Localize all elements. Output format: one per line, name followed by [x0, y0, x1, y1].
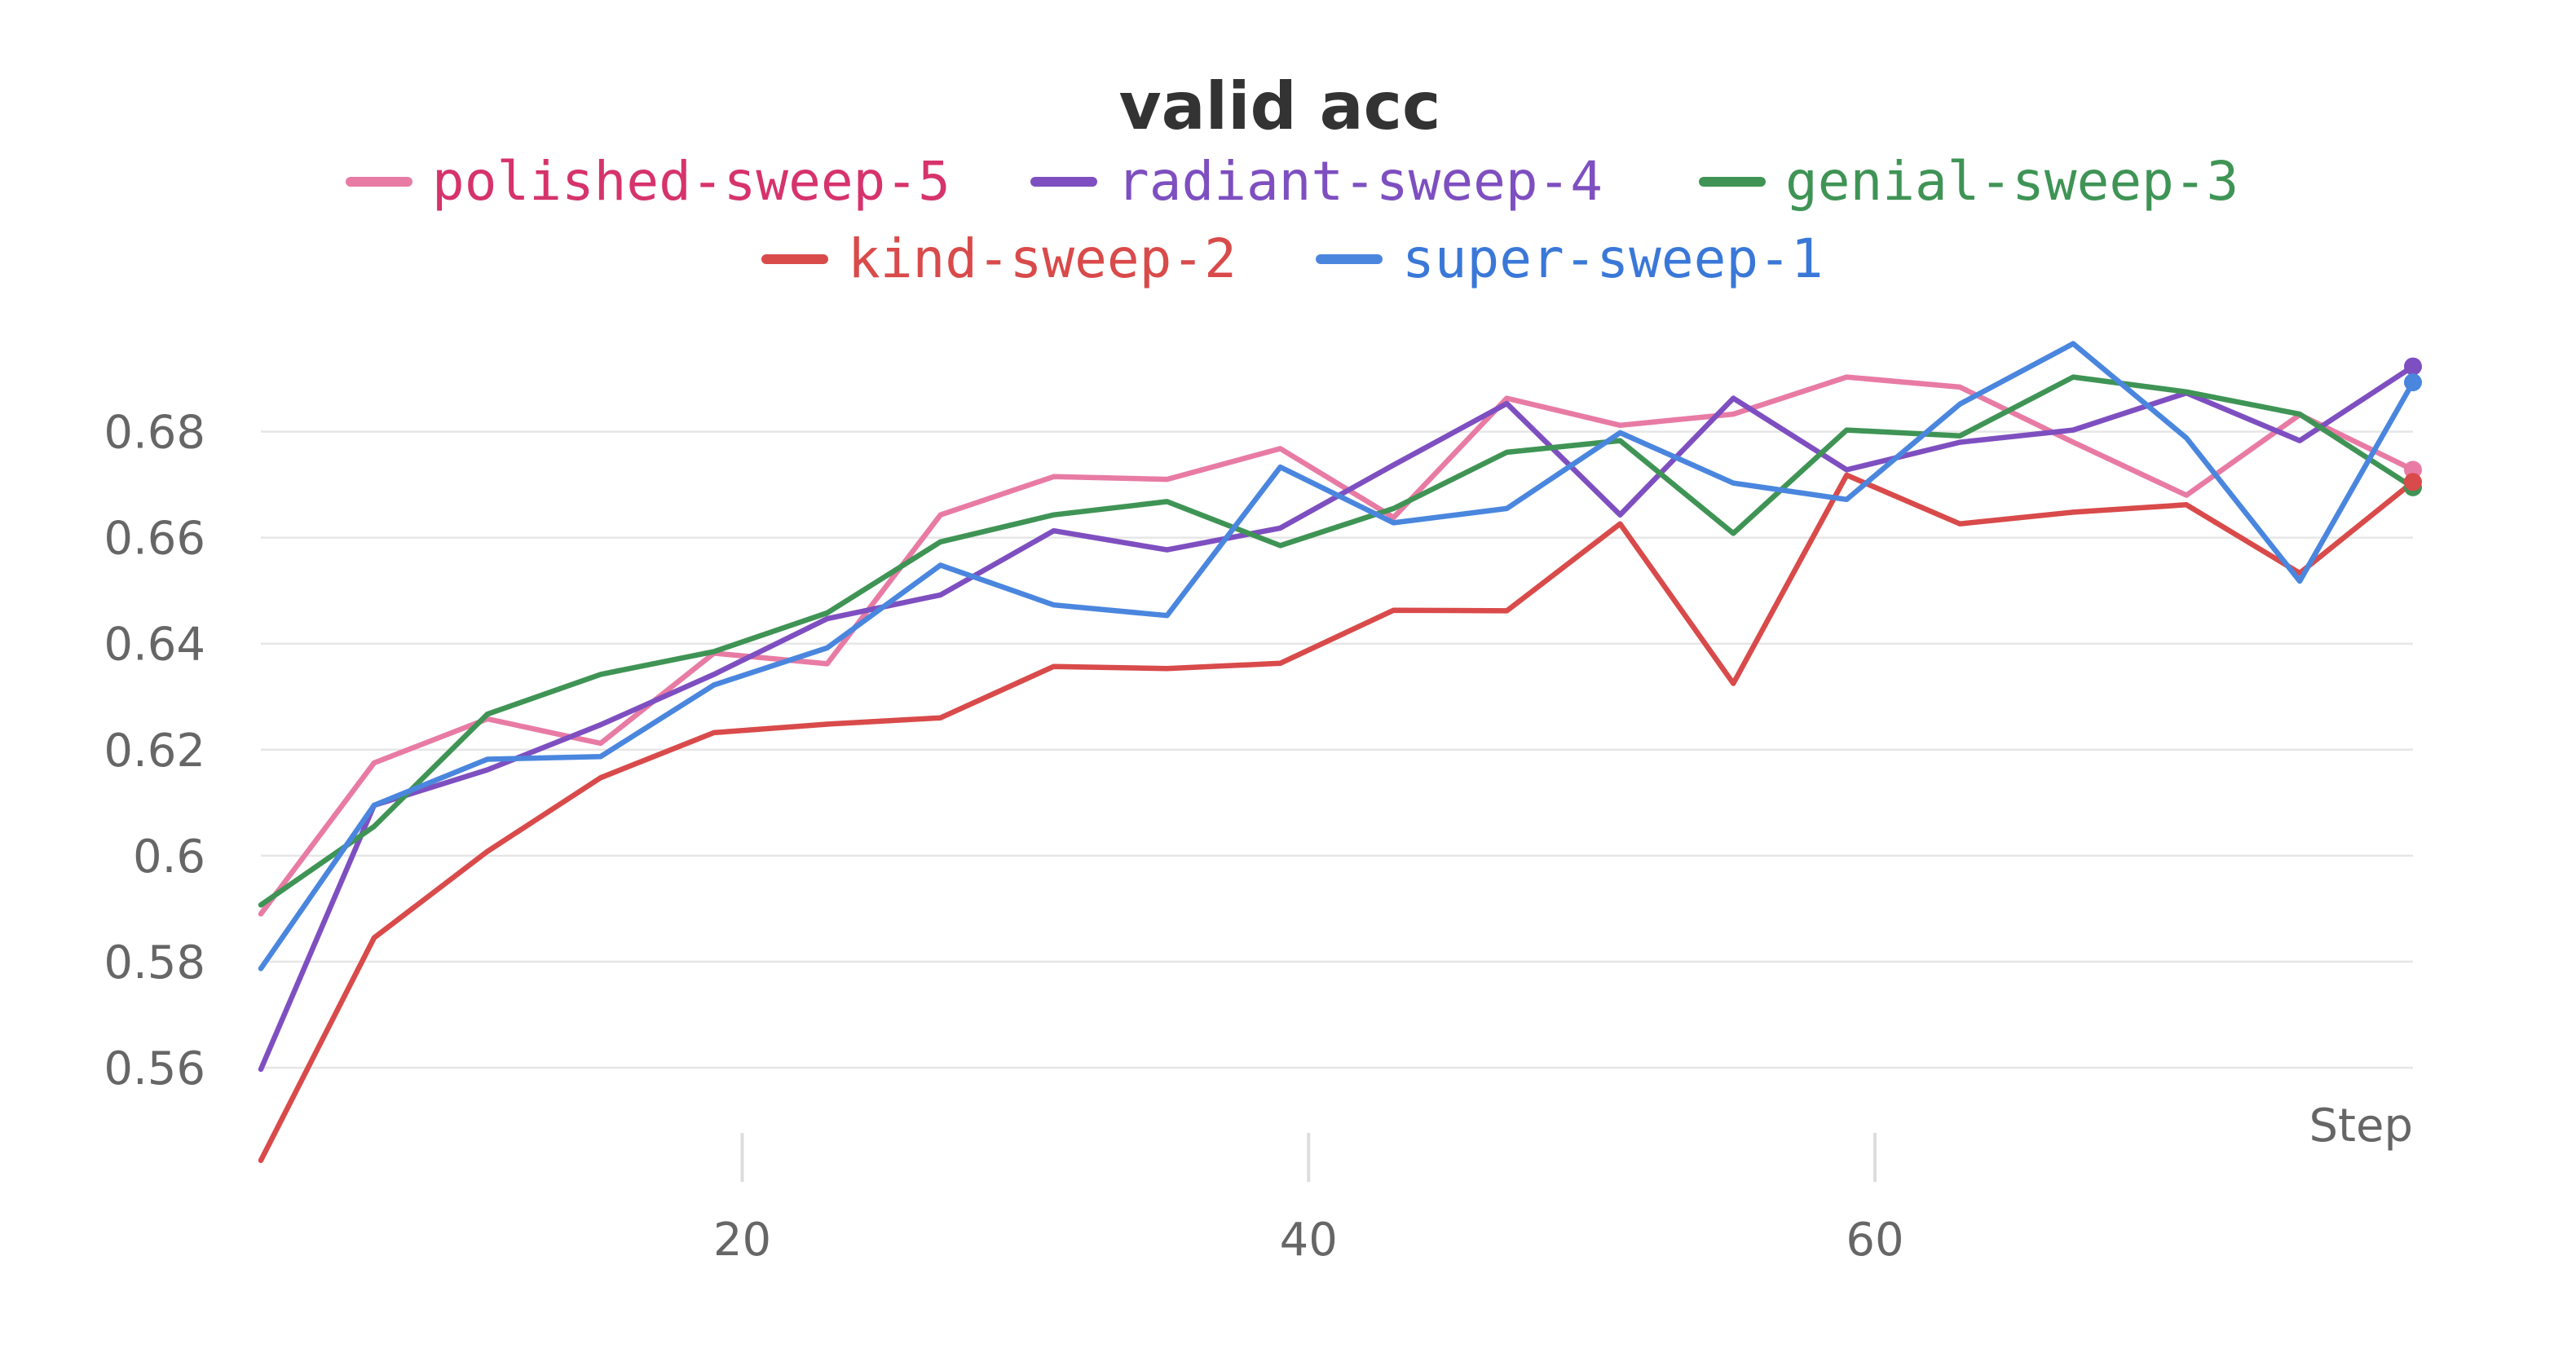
y-tick-label: 0.56	[104, 1042, 205, 1095]
y-tick-label: 0.62	[104, 725, 205, 778]
series-end-point-super-sweep-1	[2404, 373, 2422, 392]
legend: polished-sweep-5 radiant-sweep-4 genial-sw…	[346, 150, 2239, 290]
y-axis-ticks: 0.56 0.58 0.6 0.62 0.64 0.66 0.68	[104, 407, 205, 1095]
legend-item-kind-sweep-2[interactable]: kind-sweep-2	[761, 227, 1237, 290]
y-tick-label: 0.6	[133, 831, 205, 884]
legend-item-genial-sweep-3[interactable]: genial-sweep-3	[1699, 150, 2239, 213]
series-line-kind-sweep-2	[258, 472, 2416, 1163]
y-tick-label: 0.66	[104, 513, 205, 566]
series-line-polished-sweep-5	[258, 374, 2416, 917]
x-axis-label: Step	[2309, 1100, 2413, 1152]
series-line-super-sweep-1	[258, 341, 2416, 972]
legend-label: genial-sweep-3	[1785, 150, 2239, 213]
legend-item-polished-sweep-5[interactable]: polished-sweep-5	[346, 150, 951, 213]
series-line-genial-sweep-3	[258, 374, 2416, 908]
legend-label: polished-sweep-5	[432, 150, 951, 213]
series-end-point-kind-sweep-2	[2404, 473, 2422, 491]
x-tick-label: 20	[713, 1214, 771, 1267]
series-line-radiant-sweep-4	[258, 364, 2416, 1073]
legend-label: super-sweep-1	[1402, 227, 1824, 290]
legend-label: radiant-sweep-4	[1117, 150, 1603, 213]
series-end-point-radiant-sweep-4	[2404, 357, 2422, 376]
series-end-markers	[2404, 357, 2422, 496]
legend-item-radiant-sweep-4[interactable]: radiant-sweep-4	[1030, 150, 1603, 213]
y-tick-label: 0.58	[104, 937, 205, 989]
y-tick-label: 0.68	[104, 407, 205, 460]
legend-label: kind-sweep-2	[848, 227, 1237, 290]
x-tick-label: 40	[1280, 1214, 1338, 1267]
legend-item-super-sweep-1[interactable]: super-sweep-1	[1316, 227, 1824, 290]
chart-title: valid acc	[1119, 68, 1441, 144]
y-tick-label: 0.64	[104, 619, 205, 672]
series-lines	[258, 341, 2416, 1163]
x-tick-label: 60	[1846, 1214, 1903, 1267]
x-axis-ticks: 20 40 60	[713, 1133, 1904, 1267]
